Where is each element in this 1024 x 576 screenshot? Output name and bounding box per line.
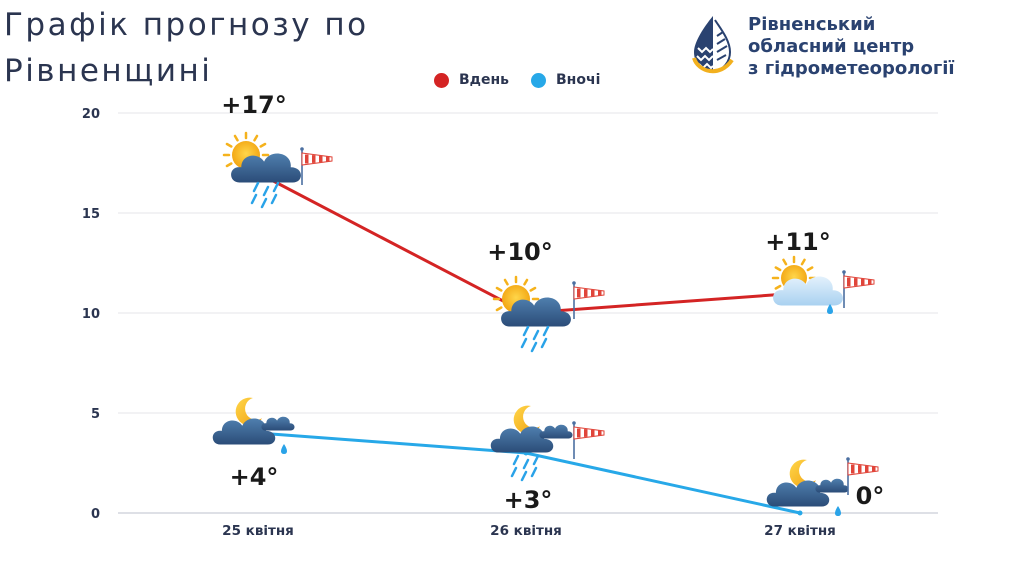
day-temperature-label: +10°: [487, 238, 553, 266]
organization-line2: обласний центр: [748, 36, 915, 57]
sun-cloud-rain-icon: [492, 275, 605, 353]
y-tick-label: 10: [82, 307, 100, 322]
y-tick-label: 15: [82, 207, 100, 222]
sun-cloud-drizzle-icon: [771, 255, 875, 314]
chart-title: Графік прогнозу по Рівненщині: [4, 2, 369, 94]
legend-item-night: Вночі: [531, 72, 600, 88]
legend-day-label: Вдень: [459, 72, 509, 88]
drop-logo-icon: [692, 16, 734, 73]
organization-line1: Рівненський: [748, 14, 876, 35]
organization-line3: з гідрометеорології: [748, 58, 955, 79]
x-category-label: 26 квітня: [490, 523, 562, 539]
organization-logo-block: Рівненський обласний центр з гідрометеор…: [690, 14, 955, 80]
day-temperature-label: +11°: [765, 228, 831, 256]
day-temperature-label: +17°: [221, 91, 287, 119]
x-category-label: 25 квітня: [222, 523, 294, 539]
chart-title-line2: Рівненщині: [4, 53, 213, 89]
y-tick-label: 0: [91, 507, 100, 522]
legend-item-day: Вдень: [434, 72, 509, 88]
chart-legend: Вдень Вночі: [434, 72, 622, 88]
moon-cloud-drizzle-icon: [212, 397, 295, 454]
moon-cloud-drizzle-icon: [766, 457, 879, 516]
chart-title-line1: Графік прогнозу по: [4, 7, 369, 43]
night-temperature-label: +3°: [504, 486, 553, 514]
x-category-label: 27 квітня: [764, 523, 836, 539]
y-tick-label: 20: [82, 107, 100, 122]
legend-day-dot: [434, 72, 449, 88]
organization-name: Рівненський обласний центр з гідрометеор…: [748, 14, 955, 80]
moon-cloud-rain-icon: [490, 405, 605, 482]
night-temperature-label: 0°: [856, 482, 885, 510]
y-tick-label: 5: [91, 407, 100, 422]
legend-night-label: Вночі: [556, 72, 601, 88]
night-data-point: [797, 510, 803, 516]
sun-cloud-rain-icon: [222, 131, 333, 209]
night-temperature-label: +4°: [230, 463, 279, 491]
legend-night-dot: [531, 72, 546, 88]
